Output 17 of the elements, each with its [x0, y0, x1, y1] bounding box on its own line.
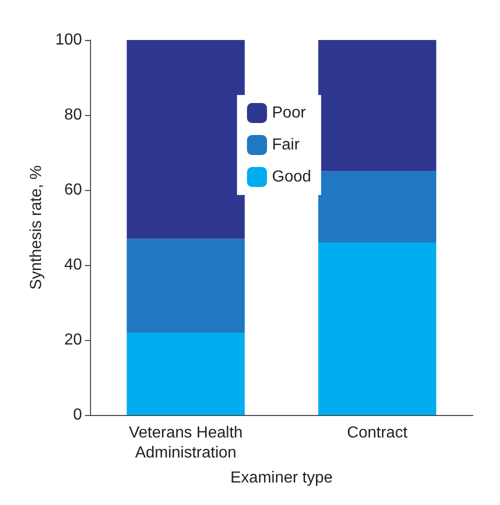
bar	[318, 242, 436, 415]
y-tick-label: 20	[64, 332, 82, 348]
legend-label: Poor	[272, 104, 306, 122]
y-tick-label: 40	[64, 256, 82, 274]
y-tick-label: 60	[64, 182, 82, 198]
y-tick-label: 0	[73, 406, 82, 424]
bar	[318, 171, 436, 242]
bar	[126, 238, 245, 332]
y-tick-label: 80	[64, 106, 82, 124]
legend-label: Fair	[272, 136, 300, 154]
bar	[126, 332, 245, 415]
legend-label: Good	[272, 168, 312, 186]
x-tick-label: Contract	[347, 424, 408, 442]
y-axis-title: Synthesis rate, %	[28, 165, 45, 290]
x-axis-title: Examiner type	[230, 470, 333, 486]
y-tick-label: 100	[55, 32, 82, 48]
x-tick-label: Veterans Health Administration	[128, 424, 243, 462]
